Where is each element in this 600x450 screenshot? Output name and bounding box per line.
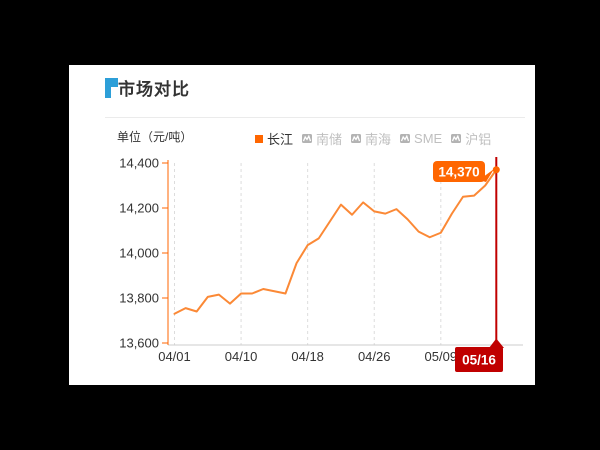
- price-line: [173, 168, 498, 315]
- y-tick-label: 14,400: [119, 156, 159, 171]
- x-tick-label: 04/10: [225, 349, 258, 364]
- y-tick-label: 14,000: [119, 246, 159, 261]
- legend-item-label: SME: [414, 131, 443, 146]
- legend-item-3[interactable]: 南海: [351, 129, 391, 148]
- legend-swatch-icon: [255, 134, 263, 143]
- legend-line-chart-icon: [302, 134, 313, 143]
- date-badge-label: 05/16: [462, 353, 496, 368]
- legend-line-chart-icon: [451, 134, 462, 143]
- legend-item-1[interactable]: 长江: [255, 129, 293, 148]
- x-tick-label: 04/01: [158, 349, 191, 364]
- legend-line-chart-icon: [351, 134, 362, 143]
- y-tick-label: 13,800: [119, 291, 159, 306]
- legend-item-label: 南储: [316, 132, 343, 147]
- page-title: 市场对比: [118, 80, 190, 99]
- x-tick-label: 04/26: [358, 349, 391, 364]
- x-tick-label: 04/18: [291, 349, 324, 364]
- unit-label: 单位（元/吨）: [117, 130, 193, 144]
- price-badge-label: 14,370: [438, 165, 479, 180]
- last-point-dot: [492, 166, 500, 174]
- legend-line-chart-icon: [400, 134, 411, 143]
- x-tick-label: 05/09: [425, 349, 458, 364]
- price-badge: [433, 161, 485, 182]
- corner-bracket-icon: [105, 78, 118, 98]
- legend-item-label: 长江: [267, 132, 294, 147]
- date-badge-pointer: [489, 338, 504, 348]
- content-panel: 市场对比 单位（元/吨） 长江 南储 南海 SME 沪铝 14,400 14,200 14,…: [69, 65, 535, 385]
- legend-item-label: 南海: [365, 132, 392, 147]
- legend-item-4[interactable]: SME: [400, 131, 442, 146]
- legend-item-label: 沪铝: [465, 132, 492, 147]
- legend-item-2[interactable]: 南储: [302, 129, 342, 148]
- chart-legend: 长江 南储 南海 SME 沪铝: [255, 129, 491, 148]
- date-badge: [455, 347, 503, 372]
- legend-item-5[interactable]: 沪铝: [451, 129, 491, 148]
- y-tick-label: 14,200: [119, 201, 159, 216]
- header-divider: [105, 117, 525, 118]
- y-tick-label: 13,600: [119, 336, 159, 351]
